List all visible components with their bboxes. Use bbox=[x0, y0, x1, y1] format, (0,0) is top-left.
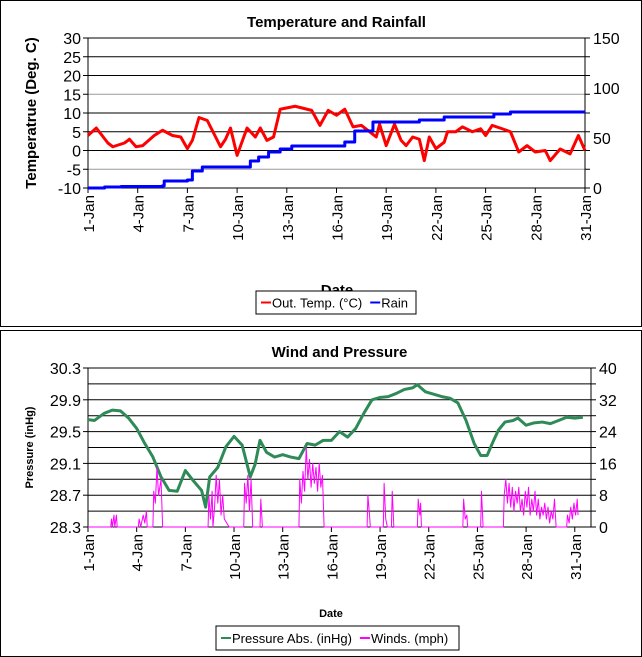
y-tick-label: 29.1 bbox=[50, 456, 81, 473]
y-tick-label: 29.9 bbox=[50, 393, 81, 410]
x-tick-label: 22-Jan bbox=[422, 534, 439, 580]
x-tick-label: 28-Jan bbox=[519, 534, 536, 580]
y2-tick-label: 32 bbox=[599, 393, 617, 410]
series-line-2 bbox=[88, 110, 585, 190]
y2-tick-label: 0 bbox=[593, 181, 602, 198]
x-tick-label: 7-Jan bbox=[178, 534, 195, 572]
y-tick-label: 28.3 bbox=[50, 520, 81, 537]
x-tick-label: 19-Jan bbox=[379, 195, 396, 241]
y-tick-label: -10 bbox=[58, 181, 81, 198]
x-tick-label: 13-Jan bbox=[276, 534, 293, 580]
y2-tick-label: 100 bbox=[593, 81, 620, 98]
series-line-2 bbox=[88, 447, 579, 528]
y2-tick-label: 40 bbox=[599, 361, 617, 378]
y-tick-label: 29.5 bbox=[50, 425, 81, 442]
y-tick-label: 20 bbox=[63, 69, 81, 86]
y-tick-label: 30.3 bbox=[50, 361, 81, 378]
x-tick-label: 10-Jan bbox=[227, 534, 244, 580]
y-tick-label: 25 bbox=[63, 50, 81, 67]
series-line-1 bbox=[86, 104, 587, 163]
y-axis-label: Temperatrue (Deg. C) bbox=[23, 37, 40, 188]
x-tick-label: 4-Jan bbox=[131, 195, 148, 233]
x-tick-label: 16-Jan bbox=[330, 195, 347, 241]
x-tick-label: 16-Jan bbox=[324, 534, 341, 580]
temperature-rainfall-chart-panel: Temperature and Rainfall 30 25 20 15 10 5 0 -5 -1… bbox=[0, 0, 642, 327]
x-tick-label: 28-Jan bbox=[528, 195, 545, 241]
y-tick-label: -5 bbox=[67, 162, 81, 179]
x-tick-label: 1-Jan bbox=[81, 534, 98, 572]
y-tick-label: 30 bbox=[63, 31, 81, 48]
x-tick-label: 31-Jan bbox=[578, 195, 595, 241]
x-tick-label: 10-Jan bbox=[230, 195, 247, 241]
legend-label-2: Rain bbox=[381, 296, 408, 311]
legend-box bbox=[215, 625, 460, 651]
temperature-rainfall-chart: Temperature and Rainfall302520151050-5-1… bbox=[23, 14, 620, 315]
y2-tick-label: 24 bbox=[599, 425, 617, 442]
x-axis-label: Date bbox=[319, 608, 343, 620]
y-tick-label: 15 bbox=[63, 87, 81, 104]
y-tick-label: 0 bbox=[72, 144, 81, 161]
legend-label-1: Pressure Abs. (inHg) bbox=[232, 631, 352, 646]
x-tick-label: 4-Jan bbox=[130, 534, 147, 572]
x-tick-label: 7-Jan bbox=[180, 195, 197, 233]
chart-title: Wind and Pressure bbox=[272, 344, 408, 361]
legend-label-1: Out. Temp. (°C) bbox=[272, 296, 362, 311]
x-tick-label: 31-Jan bbox=[568, 534, 585, 580]
chart-title: Temperature and Rainfall bbox=[247, 14, 426, 31]
x-tick-label: 25-Jan bbox=[470, 534, 487, 580]
x-tick-label: 19-Jan bbox=[373, 534, 390, 580]
x-tick-label: 25-Jan bbox=[479, 195, 496, 241]
y2-tick-label: 8 bbox=[599, 488, 608, 505]
legend-box bbox=[255, 290, 417, 315]
x-tick-label: 13-Jan bbox=[280, 195, 297, 241]
x-tick-label: 22-Jan bbox=[429, 195, 446, 241]
y2-tick-label: 150 bbox=[593, 31, 620, 48]
series-line-1 bbox=[87, 383, 584, 509]
y-tick-label: 28.7 bbox=[50, 488, 81, 505]
wind-pressure-chart: Wind and Pressure 30.3 29.9 29.5 29.1 28.7 28.… bbox=[24, 344, 617, 651]
y-axis-label: Pressure (inHg) bbox=[24, 406, 36, 488]
y2-tick-label: 0 bbox=[599, 520, 608, 537]
y-tick-label: 5 bbox=[72, 125, 81, 142]
x-tick-label: 1-Jan bbox=[81, 195, 98, 233]
legend-label-2: Winds. (mph) bbox=[371, 631, 448, 646]
y2-tick-label: 50 bbox=[593, 131, 611, 148]
y-tick-label: 10 bbox=[63, 106, 81, 123]
wind-pressure-chart-panel: Wind and Pressure 30.3 29.9 29.5 29.1 28.7 28.… bbox=[0, 330, 642, 657]
y2-tick-label: 16 bbox=[599, 456, 617, 473]
